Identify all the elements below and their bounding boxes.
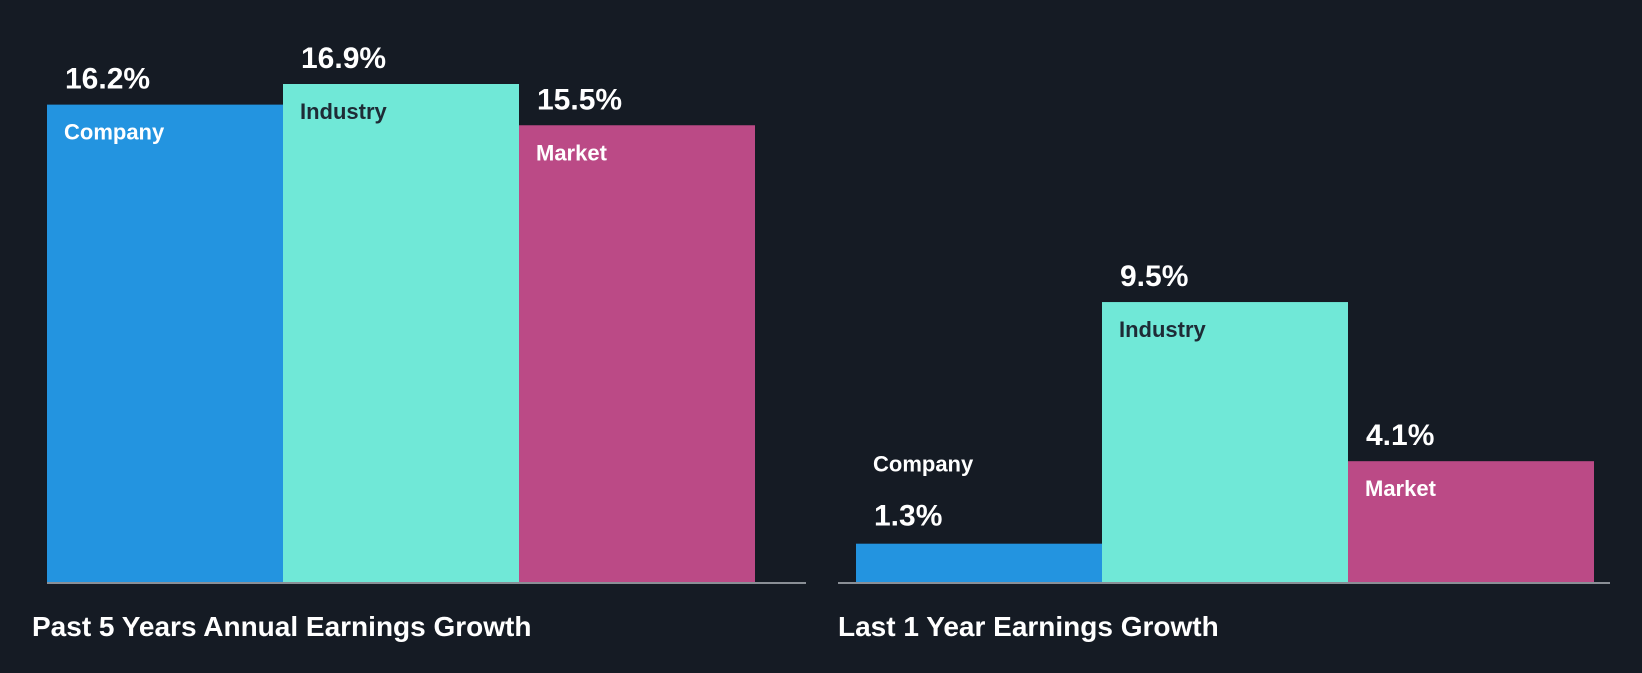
value-label-company: 16.2% bbox=[65, 63, 150, 96]
chart-past-5-years: 16.2% Company 16.9% Industry 15.5% Market Past… bbox=[32, 42, 806, 642]
value-label-industry: 9.5% bbox=[1120, 260, 1188, 293]
chart-last-1-year: 1.3% Company 9.5% Industry 4.1% Market Last 1 … bbox=[838, 260, 1610, 642]
category-label-company: Company bbox=[873, 452, 974, 477]
bar-market bbox=[519, 125, 755, 582]
chart-title: Past 5 Years Annual Earnings Growth bbox=[32, 611, 532, 642]
category-label-company: Company bbox=[64, 120, 165, 145]
value-label-market: 15.5% bbox=[537, 83, 622, 116]
bar-company bbox=[856, 543, 1102, 582]
category-label-industry: Industry bbox=[1119, 317, 1207, 342]
chart-title: Last 1 Year Earnings Growth bbox=[838, 611, 1219, 642]
bar-market bbox=[1348, 461, 1594, 582]
category-label-industry: Industry bbox=[300, 99, 388, 124]
bar-industry bbox=[283, 84, 519, 582]
bar-industry bbox=[1102, 302, 1348, 582]
value-label-market: 4.1% bbox=[1366, 419, 1434, 452]
value-label-industry: 16.9% bbox=[301, 42, 386, 75]
value-label-company: 1.3% bbox=[874, 500, 942, 533]
category-label-market: Market bbox=[1365, 476, 1437, 501]
category-label-market: Market bbox=[536, 140, 608, 165]
bar-company bbox=[47, 104, 283, 582]
